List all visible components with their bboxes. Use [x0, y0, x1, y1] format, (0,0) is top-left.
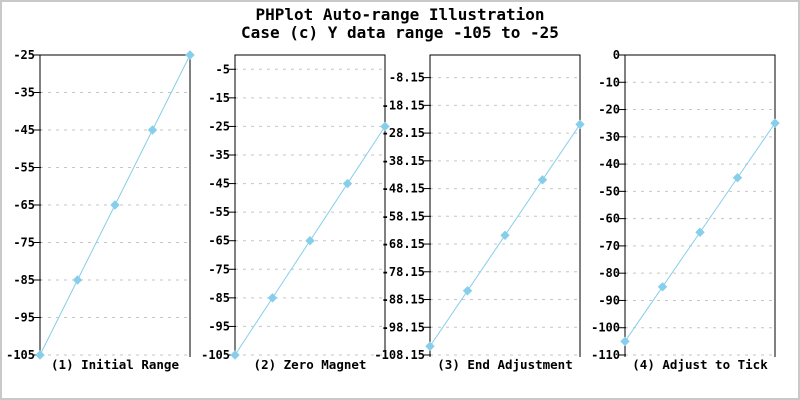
- y-tick-label: -60: [598, 212, 620, 226]
- y-tick-label: -20: [598, 103, 620, 117]
- y-tick-label: -50: [598, 184, 620, 198]
- chart-title-line-1: PHPlot Auto-range Illustration: [255, 5, 545, 24]
- data-point-marker: [110, 200, 120, 210]
- y-tick-label: -85: [208, 291, 230, 305]
- data-point-marker: [305, 236, 315, 246]
- y-tick-label: -108.15: [374, 348, 425, 362]
- data-point-marker: [425, 341, 435, 351]
- y-tick-label: -25: [208, 119, 230, 133]
- subplot-title: (4) Adjust to Tick: [632, 357, 768, 372]
- subplot-title: (1) Initial Range: [51, 357, 179, 372]
- data-point-marker: [695, 227, 705, 237]
- data-point-marker: [147, 125, 158, 135]
- y-tick-label: -18.15: [382, 98, 425, 112]
- y-tick-label: 0: [613, 48, 620, 62]
- y-tick-label: -100: [591, 321, 620, 335]
- data-point-marker: [770, 118, 780, 128]
- y-tick-label: -45: [13, 123, 35, 137]
- data-point-marker: [342, 178, 353, 189]
- y-tick-label: -90: [598, 293, 620, 307]
- y-tick-label: -98.15: [382, 320, 425, 334]
- data-point-marker: [462, 286, 473, 296]
- y-tick-label: -110: [591, 348, 620, 362]
- y-tick-label: -65: [208, 234, 230, 248]
- data-point-marker: [575, 119, 585, 130]
- chart-panel-4: 0 -10 -20 -30 -40 -50 -60 -70 -80 -90 -100 -110 (4) …: [591, 48, 780, 372]
- data-point-marker: [500, 230, 510, 241]
- chart-title-line-2: Case (c) Y data range -105 to -25: [241, 23, 559, 42]
- y-tick-label: -25: [13, 48, 35, 62]
- y-tick-label: -68.15: [382, 237, 425, 251]
- y-tick-label: -70: [598, 239, 620, 253]
- y-tick-label: -80: [598, 266, 620, 280]
- data-point-marker: [732, 173, 743, 183]
- y-tick-label: -105: [6, 348, 35, 362]
- y-tick-label: -15: [208, 91, 230, 105]
- data-point-marker: [657, 282, 668, 292]
- y-tick-label: -105: [201, 348, 230, 362]
- y-tick-label: -5: [216, 62, 230, 76]
- chart-panel-2: -5 -15 -25 -35 -45 -55 -65 -75 -85 -95 -105 (2) Zer…: [201, 54, 390, 372]
- y-tick-label: -78.15: [382, 265, 425, 279]
- y-tick-label: -35: [208, 148, 230, 162]
- y-tick-label: -45: [208, 177, 230, 191]
- y-tick-label: -40: [598, 157, 620, 171]
- chart-panel-1: -25 -35 -45 -55 -65 -75 -85 -95 -105 (1) Initial …: [6, 48, 195, 372]
- y-tick-label: -8.15: [389, 71, 425, 85]
- y-tick-label: -85: [13, 273, 35, 287]
- chart-main-title: PHPlot Auto-range Illustration Case (c) …: [0, 6, 800, 42]
- data-point-marker: [72, 275, 83, 285]
- y-tick-label: -28.15: [382, 126, 425, 140]
- y-tick-label: -30: [598, 130, 620, 144]
- plot-border: [624, 54, 776, 357]
- subplot-title: (2) Zero Magnet: [254, 357, 367, 372]
- subplot-title: (3) End Adjustment: [437, 357, 572, 372]
- plot-border: [39, 54, 191, 357]
- y-tick-label: -75: [208, 262, 230, 276]
- y-tick-label: -10: [598, 75, 620, 89]
- data-point-marker: [185, 50, 195, 60]
- y-tick-label: -65: [13, 198, 35, 212]
- data-point-marker: [230, 350, 240, 360]
- y-tick-label: -88.15: [382, 293, 425, 307]
- data-point-marker: [380, 121, 390, 132]
- y-tick-label: -48.15: [382, 182, 425, 196]
- plot-border: [429, 54, 581, 357]
- chart-panel-3: -8.15 -18.15 -28.15 -38.15 -48.15 -58.15 -68.1…: [374, 54, 585, 372]
- y-tick-label: -55: [208, 205, 230, 219]
- y-tick-label: -58.15: [382, 209, 425, 223]
- y-tick-label: -38.15: [382, 154, 425, 168]
- y-tick-label: -75: [13, 236, 35, 250]
- plot-border: [234, 54, 386, 357]
- y-tick-label: -95: [208, 319, 230, 333]
- data-point-marker: [537, 175, 548, 185]
- y-tick-label: -55: [13, 161, 35, 175]
- data-point-marker: [35, 350, 45, 360]
- y-tick-label: -35: [13, 86, 35, 100]
- data-point-marker: [620, 336, 630, 347]
- data-point-marker: [267, 293, 278, 303]
- y-tick-label: -95: [13, 311, 35, 325]
